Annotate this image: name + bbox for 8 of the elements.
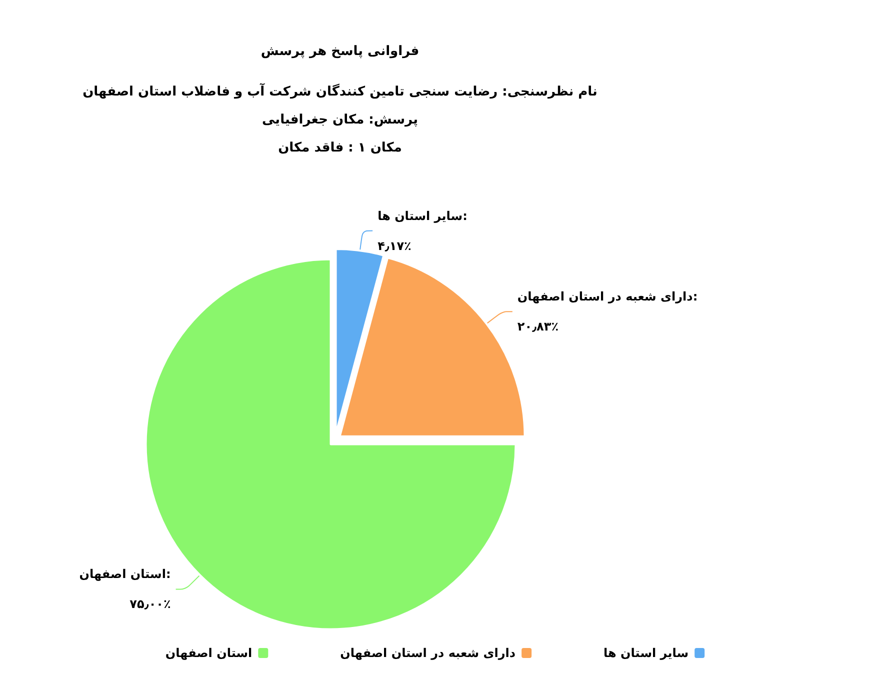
text: استان اصفهان: ۷۵٫۰۰٪ [79,567,171,612]
chart-subtitle: نام نظرسنجی: رضایت سنجی تامین کنندگان شرکت آب و فاضلاب استان اصفهان پرسش: مکان جغرافیایی مکان ۱ : فاقد مکان [82,82,598,156]
legend-label: دارای شعبه در استان اصفهان [340,646,516,660]
text: دارای شعبه در استان اصفهان: ۲۰٫۸۳٪ [517,290,698,334]
legend-label: استان اصفهان [165,646,252,660]
chart-title: فراوانی پاسخ هر پرسش [260,44,420,59]
text: سایر استان ها: ۴٫۱۷٪ [378,208,468,253]
legend-label: سایر استان ها [604,646,689,660]
